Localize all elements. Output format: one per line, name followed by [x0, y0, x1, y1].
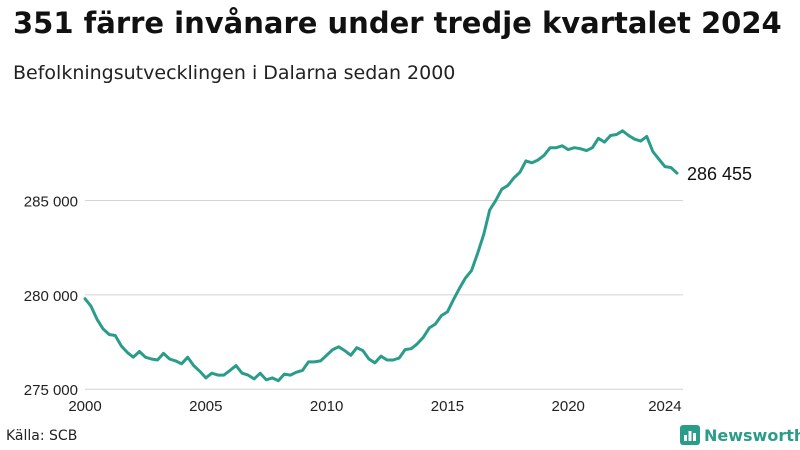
series-layer	[83, 129, 679, 383]
x-tick-label: 2020	[552, 398, 585, 415]
x-tick-label: 2024	[648, 398, 681, 415]
series-line	[83, 129, 679, 383]
y-tick-label: 275 000	[24, 382, 78, 399]
y-tick-label: 280 000	[24, 288, 78, 305]
bar-chart-icon	[680, 425, 700, 445]
brand-logo[interactable]: Newsworthy	[680, 425, 800, 445]
source-note: Källa: SCB	[6, 428, 78, 444]
brand-name: Newsworthy	[704, 425, 800, 445]
grid-layer	[85, 200, 683, 390]
x-axis: 2000 2005 2010 2015 2020 2024	[68, 398, 681, 415]
chart-subtitle: Befolkningsutvecklingen i Dalarna sedan …	[13, 62, 456, 84]
chart-title: 351 färre invånare under tredje kvartale…	[13, 6, 782, 40]
x-tick-label: 2000	[68, 398, 101, 415]
x-tick-label: 2010	[310, 398, 343, 415]
y-axis: 275 000 280 000 285 000	[24, 194, 78, 400]
x-tick-label: 2005	[189, 398, 222, 415]
end-value-label: 286 455	[687, 164, 752, 184]
y-tick-label: 285 000	[24, 194, 78, 211]
x-tick-label: 2015	[431, 398, 464, 415]
